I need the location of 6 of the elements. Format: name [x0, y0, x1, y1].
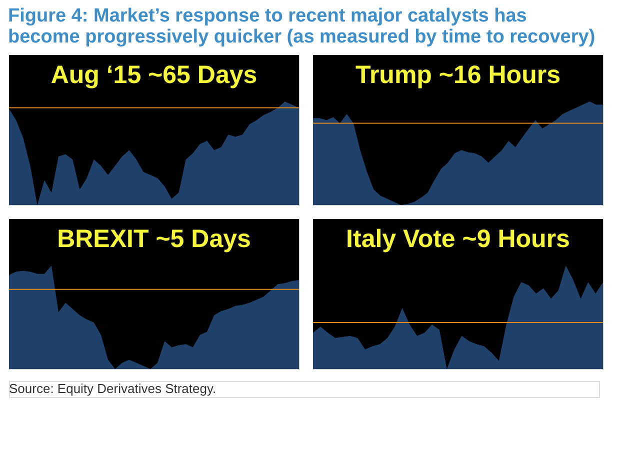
text: Aug ‘15 ~65 Days	[50, 61, 258, 89]
text: Italy Vote ~9 Hours	[346, 225, 570, 253]
source-note: Source: Equity Derivatives Strategy.	[9, 381, 216, 396]
text: Trump ~16 Hours	[356, 61, 560, 89]
text: BREXIT ~5 Days	[57, 225, 251, 253]
chart-title: Figure 4: Market’s response to recent major catalysts has become progressively quicker (as measured by time to recovery)	[8, 6, 596, 48]
